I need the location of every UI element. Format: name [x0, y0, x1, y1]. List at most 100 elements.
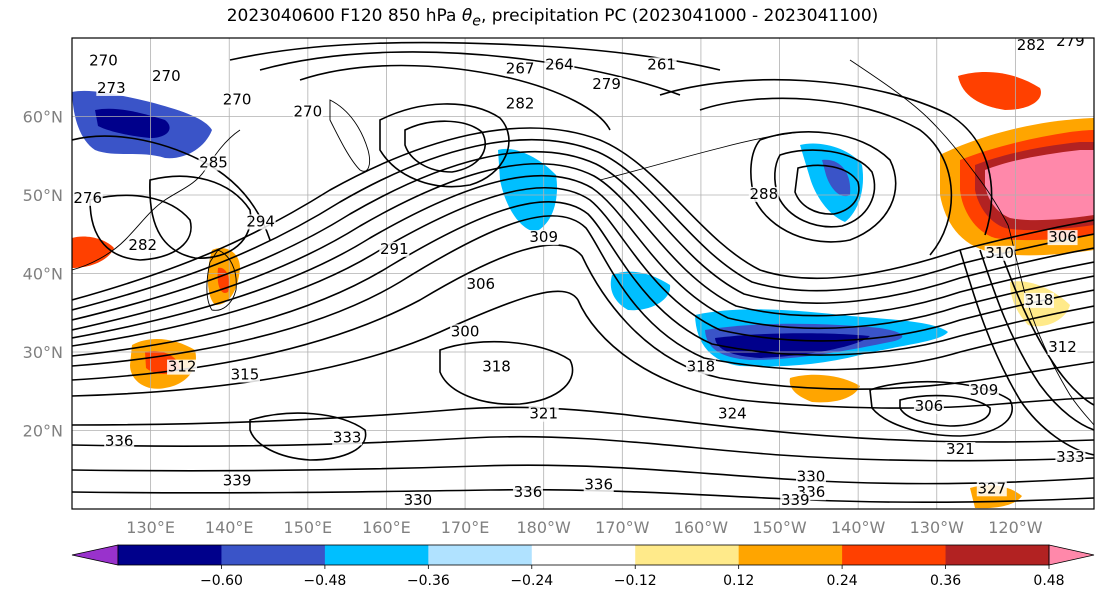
contour-label-bg [528, 230, 559, 246]
colorbar-swatch [118, 545, 222, 565]
contour-line [72, 464, 1094, 485]
contour-label: 270 [294, 103, 323, 121]
contour-line [149, 175, 252, 259]
contour-label-bg [465, 277, 496, 293]
contour-label-bg [1055, 449, 1086, 465]
latitude-label: 50°N [23, 186, 63, 205]
latitude-label: 60°N [23, 108, 63, 127]
contour-label: 330 [404, 491, 433, 509]
contour-label: 310 [985, 244, 1014, 262]
longitude-label: 140°E [205, 518, 254, 537]
colorbar-swatch [428, 545, 533, 565]
colorbar-swatch [635, 545, 740, 565]
contour-label-bg [222, 473, 253, 489]
longitude-label: 170°W [595, 518, 650, 537]
contour-label: 333 [1056, 448, 1085, 466]
colorbar-tick-label: 0.24 [827, 573, 858, 589]
colorbar-swatch [738, 545, 843, 565]
contour-label-bg [583, 477, 614, 493]
contour-line [869, 380, 1013, 437]
colorbar-swatch [842, 545, 947, 565]
contour-line [72, 201, 1094, 357]
contour-line [259, 51, 681, 96]
contour-line [404, 120, 487, 173]
contour-label: 285 [199, 154, 228, 172]
contour-label: 312 [168, 358, 197, 376]
colorbar: −0.60 −0.48 −0.36 −0.24 −0.12 0.12 0.24 0.36 0.4… [71, 544, 1095, 589]
precip-positive-west [72, 236, 114, 268]
contour-label: 324 [718, 405, 747, 423]
contour-line [299, 64, 611, 131]
contour-label-bg [151, 69, 182, 85]
precip-positive-nwna-pink [985, 150, 1094, 221]
colorbar-swatch [945, 545, 1050, 565]
contour-line [72, 187, 1094, 347]
contour-line [899, 394, 991, 427]
colorbar-tick-label: 0.12 [723, 573, 754, 589]
contour-label-bg [748, 186, 779, 202]
contour-label: 261 [647, 55, 676, 73]
colorbar-tick-label: −0.24 [510, 573, 553, 589]
contour-label-bg [292, 104, 323, 120]
colorbar-tick-label: −0.12 [614, 573, 657, 589]
coast-japan [206, 249, 237, 311]
contour-label-bg [88, 53, 119, 69]
map-frame [71, 37, 1095, 510]
contour-label-bg [968, 383, 999, 399]
contour-label: 318 [1025, 291, 1054, 309]
contour-label: 282 [1017, 36, 1046, 54]
contour-line [72, 488, 1094, 503]
contour-label: 276 [73, 189, 102, 207]
contour-line [72, 406, 1094, 443]
contour-label-bg [96, 80, 127, 96]
contour-label: 306 [1048, 228, 1077, 246]
longitude-label: 140°W [831, 518, 886, 537]
contour-label-bg [913, 398, 944, 414]
contour-label-bg [402, 493, 433, 509]
contour-label: 315 [231, 365, 260, 383]
contour-line [72, 290, 1094, 409]
contour-label: 330 [797, 468, 826, 486]
contour-label-bg [229, 367, 260, 383]
contour-label-bg [1023, 292, 1054, 308]
colorbar-tick-label: −0.60 [200, 573, 243, 589]
contour-label-bg [717, 406, 748, 422]
colorbar-tick-label: 0.48 [1033, 573, 1064, 589]
contour-label-bg [1047, 340, 1078, 355]
precip-negative-midpac [610, 271, 671, 311]
contour-label: 339 [223, 471, 252, 489]
contour-line [249, 412, 367, 461]
contour-line [959, 249, 1094, 456]
contour-label-bg [198, 155, 229, 171]
precipitation-shading [72, 72, 1094, 509]
contour-label: 306 [466, 275, 495, 293]
contour-label-bg [976, 481, 1007, 497]
contour-label: 327 [977, 479, 1006, 497]
longitude-label: 160°E [362, 518, 411, 537]
contour-label-bg [1047, 230, 1078, 246]
contour-label: 273 [97, 79, 126, 97]
contour-label-bg [222, 92, 253, 108]
contour-label: 279 [592, 75, 621, 93]
contour-label-bg [685, 359, 716, 375]
contour-label: 309 [970, 381, 999, 399]
contour-label: 264 [545, 55, 574, 73]
colorbar-swatch [221, 545, 326, 565]
contour-label: 306 [915, 397, 944, 415]
coast-na-west [1007, 224, 1094, 426]
contour-label-bg [512, 485, 543, 501]
coast-aleutians [599, 131, 801, 181]
contour-line [89, 194, 192, 261]
contour-label-bg [646, 57, 677, 73]
contour-label-bg [332, 430, 363, 446]
longitude-label: 130°W [910, 518, 965, 537]
longitude-label: 180°W [517, 518, 572, 537]
contour-line [72, 175, 1094, 339]
lat-lon-grid [72, 38, 1094, 509]
longitude-label: 160°W [674, 518, 729, 537]
contour-label: 282 [128, 236, 157, 254]
colorbar-frame [117, 544, 1050, 566]
longitude-label: 170°E [441, 518, 490, 537]
contour-label-bg [591, 77, 622, 93]
